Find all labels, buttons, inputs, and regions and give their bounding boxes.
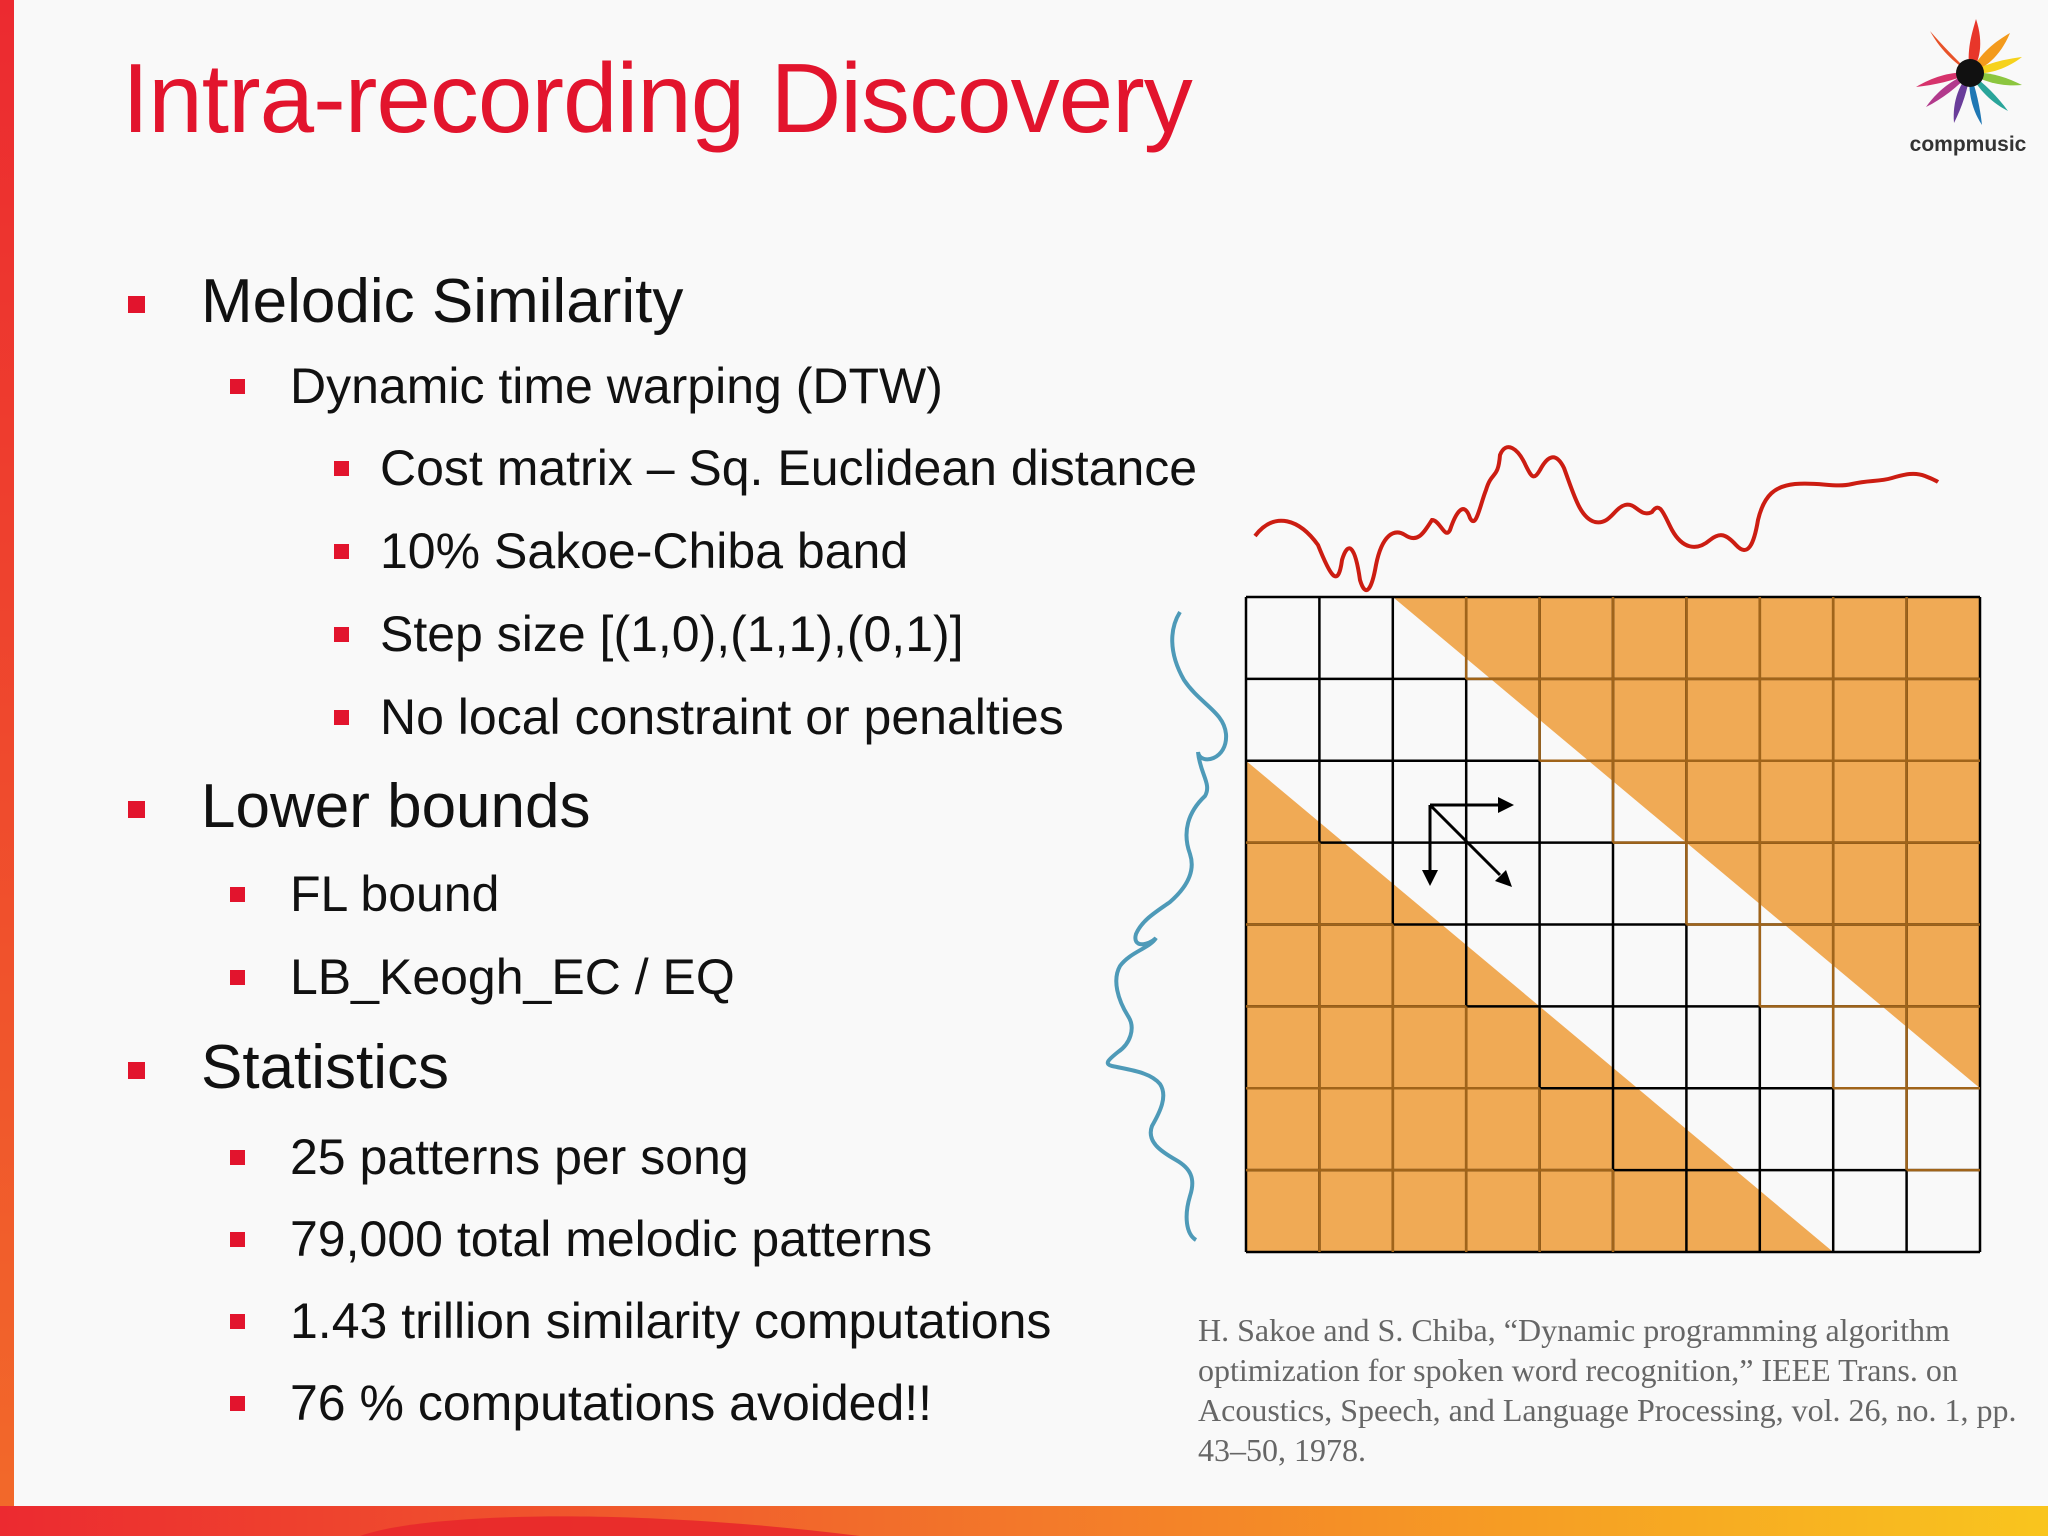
band-inner-grid <box>1246 597 1980 1252</box>
bullet-square-icon <box>128 1062 145 1079</box>
bullet-square-icon <box>230 970 245 985</box>
bullet-text: Lower bounds <box>201 772 591 841</box>
logo-label: compmusic <box>1909 133 2027 156</box>
bullet-text: Melodic Similarity <box>201 267 684 336</box>
step-down-arrowhead-icon <box>1422 870 1438 886</box>
bullet-square-icon <box>128 801 145 818</box>
step-diagonal-arrow-line <box>1428 803 1502 877</box>
bullet-text: Dynamic time warping (DTW) <box>290 358 943 414</box>
bullet-square-icon <box>334 461 349 476</box>
step-right-arrowhead-icon <box>1498 797 1514 813</box>
bullet-square-icon <box>230 1232 245 1247</box>
bullet-square-icon <box>334 627 349 642</box>
bullet-text: 25 patterns per song <box>290 1129 749 1185</box>
bullet-square-icon <box>128 296 145 313</box>
bullet-text: 1.43 trillion similarity computations <box>290 1293 1052 1349</box>
bullet-square-icon <box>230 1396 245 1411</box>
top-melody-signal <box>1253 445 1940 593</box>
pinwheel-logo-icon <box>1916 19 2022 125</box>
bullet-square-icon <box>230 1150 245 1165</box>
bullet-text: Step size [(1,0),(1,1),(0,1)] <box>380 606 964 662</box>
citation: H. Sakoe and S. Chiba, “Dynamic programm… <box>1198 1312 2017 1468</box>
bullet-text: LB_Keogh_EC / EQ <box>290 949 735 1005</box>
bullet-square-icon <box>230 379 245 394</box>
bullet-square-icon <box>334 710 349 725</box>
bullet-text: 10% Sakoe-Chiba band <box>380 523 909 579</box>
bullet-text: No local constraint or penalties <box>380 689 1064 745</box>
bullet-square-icon <box>230 1314 245 1329</box>
bullet-text: 76 % computations avoided!! <box>290 1375 933 1431</box>
step-size-arrows <box>1422 797 1514 887</box>
bullet-square-icon <box>230 887 245 902</box>
bullet-text: Statistics <box>201 1033 450 1102</box>
left-accent-stripe <box>0 0 14 1536</box>
bullet-text: FL bound <box>290 866 500 922</box>
bullet-text: Cost matrix – Sq. Euclidean distance <box>380 440 1198 496</box>
compmusic-logo: compmusic <box>1898 8 2038 158</box>
bullet-square-icon <box>334 544 349 559</box>
bottom-color-bar <box>0 1506 2048 1536</box>
slide-title: Intra-recording Discovery <box>122 43 1193 153</box>
bullet-text: 79,000 total melodic patterns <box>290 1211 933 1267</box>
step-diagonal-arrowhead-icon <box>1495 870 1512 887</box>
left-melody-signal <box>1105 610 1229 1242</box>
